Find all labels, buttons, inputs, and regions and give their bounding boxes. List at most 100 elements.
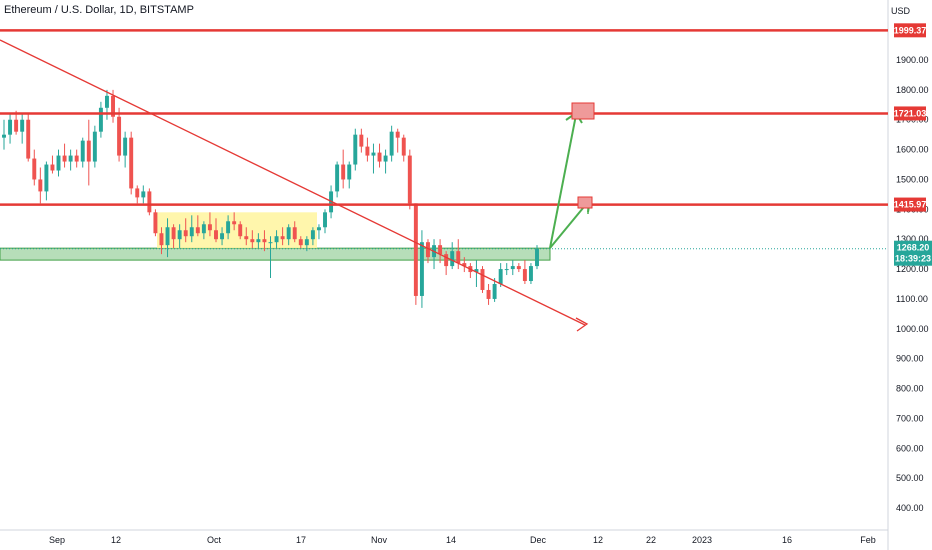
candle-body xyxy=(504,269,509,271)
candle-body xyxy=(32,158,37,180)
candle-body xyxy=(310,230,315,240)
candle-body xyxy=(298,239,303,246)
candle-body xyxy=(141,191,146,198)
candle-body xyxy=(207,224,212,231)
candle-body xyxy=(214,230,218,240)
candle-body xyxy=(407,155,412,204)
currency-label: USD xyxy=(890,6,910,16)
x-tick-label: Feb xyxy=(860,535,876,545)
candle-body xyxy=(159,233,164,246)
candle-body xyxy=(323,212,327,228)
candle-body xyxy=(304,239,309,246)
candle-body xyxy=(268,242,273,244)
candle-body xyxy=(177,230,182,240)
candle-body xyxy=(14,119,19,132)
x-tick-label: 12 xyxy=(593,535,603,545)
last-price-tag xyxy=(894,240,932,266)
candle-body xyxy=(111,95,115,117)
candle-body xyxy=(153,212,158,234)
candle-body xyxy=(335,164,340,192)
candle-body xyxy=(359,134,364,147)
y-tick-label: 500.00 xyxy=(896,473,924,483)
candle-body xyxy=(189,227,194,237)
candle-body xyxy=(456,251,461,264)
candle-body xyxy=(201,224,206,234)
candle-body xyxy=(92,131,97,162)
level-price-label: 1721.03 xyxy=(894,108,927,118)
target-box-lower xyxy=(577,196,593,209)
candle-body xyxy=(341,164,346,180)
candle-body xyxy=(347,164,352,180)
candle-body xyxy=(486,289,491,299)
candle-body xyxy=(195,227,200,234)
level-price-tag xyxy=(894,197,926,212)
x-tick-label: Nov xyxy=(371,535,388,545)
chart-title: Ethereum / U.S. Dollar, 1D, BITSTAMP xyxy=(4,4,194,16)
candle-body xyxy=(44,164,49,192)
candle-body xyxy=(474,269,479,273)
candle-body xyxy=(401,137,406,156)
candle-body xyxy=(104,95,109,108)
candle-body xyxy=(26,119,31,159)
candle-body xyxy=(528,266,533,282)
y-tick-label: 1100.00 xyxy=(896,294,928,304)
candle-body xyxy=(377,152,382,162)
candle-body xyxy=(165,227,170,246)
candle-body xyxy=(98,107,103,132)
candle-body xyxy=(86,140,91,162)
level-price-tag xyxy=(894,106,926,121)
y-tick-label: 1900.00 xyxy=(896,55,929,65)
candle-body xyxy=(244,236,249,240)
y-tick-label: 1800.00 xyxy=(896,85,929,95)
candle-body xyxy=(395,131,400,138)
candle-body xyxy=(183,230,188,237)
candle-body xyxy=(38,179,43,192)
level-price-label: 1999.37 xyxy=(894,25,927,35)
y-tick-label: 400.00 xyxy=(896,503,924,513)
candle-body xyxy=(238,224,243,237)
y-tick-label: 1200.00 xyxy=(896,264,929,274)
level-price-tag xyxy=(894,23,926,38)
x-tick-label: 2023 xyxy=(692,535,712,545)
candle-body xyxy=(492,284,497,299)
countdown-label: 18:39:23 xyxy=(895,254,931,264)
candle-body xyxy=(353,134,358,165)
candle-body xyxy=(147,191,152,213)
projection-arrow-upper xyxy=(549,114,577,249)
candle-body xyxy=(274,236,279,243)
target-box-upper xyxy=(571,102,595,120)
candle-body xyxy=(256,239,261,243)
x-tick-label: 16 xyxy=(782,535,792,545)
candle-body xyxy=(117,116,122,156)
candle-body xyxy=(62,155,67,162)
candle-body xyxy=(516,266,521,270)
candle-body xyxy=(510,266,515,270)
y-tick-label: 1600.00 xyxy=(896,145,929,155)
candle-body xyxy=(50,164,55,171)
candle-body xyxy=(262,239,267,243)
candle-body xyxy=(232,221,237,225)
candle-body xyxy=(480,269,485,290)
candle-body xyxy=(8,119,13,135)
y-tick-label: 800.00 xyxy=(896,384,924,394)
candle-body xyxy=(74,155,79,162)
x-tick-label: 14 xyxy=(446,535,456,545)
trend-arrow-head xyxy=(575,317,589,332)
candle-body xyxy=(371,152,376,156)
candle-body xyxy=(419,242,424,296)
candle-body xyxy=(292,227,297,240)
x-tick-label: Sep xyxy=(49,535,65,545)
candle-body xyxy=(413,203,418,296)
candle-body xyxy=(426,242,430,258)
x-tick-label: 12 xyxy=(111,535,121,545)
x-tick-label: Dec xyxy=(530,535,547,545)
candle-body xyxy=(129,137,134,189)
candle-body xyxy=(226,221,231,234)
y-tick-label: 1300.00 xyxy=(896,234,929,244)
candle-body xyxy=(171,227,176,240)
candle-body xyxy=(286,227,291,240)
level-price-label: 1415.97 xyxy=(894,200,927,210)
candle-body xyxy=(444,254,449,267)
candle-body xyxy=(56,155,61,171)
